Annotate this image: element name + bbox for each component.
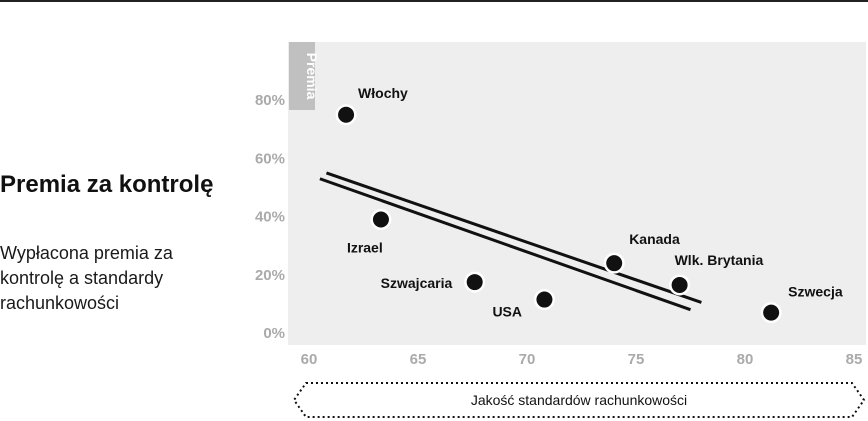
y-tick-label: 40% xyxy=(255,209,285,226)
trend-lines xyxy=(319,171,702,312)
data-point xyxy=(338,106,355,123)
data-point xyxy=(466,274,483,291)
x-axis-label-group: Jakość standardów rachunkowości xyxy=(292,382,866,418)
y-axis-label-group: Premia xyxy=(289,42,320,110)
chart-title: Premia za kontrolę xyxy=(0,171,214,198)
point-label: Wlk. Brytania xyxy=(675,252,764,268)
x-tick-label: 60 xyxy=(301,351,318,368)
point-label: USA xyxy=(492,304,522,320)
trend-line xyxy=(325,171,702,304)
x-axis-label: Jakość standardów rachunkowości xyxy=(471,392,687,408)
point-label: Włochy xyxy=(358,85,408,101)
y-axis-label: Premia xyxy=(304,53,320,100)
point-label: Szwecja xyxy=(788,284,843,300)
x-tick-label: 65 xyxy=(410,351,427,368)
x-tick-label: 70 xyxy=(519,351,536,368)
data-points: Włochy Izrael Szwajcaria USA Kanada Wlk. Bryt… xyxy=(335,85,843,324)
data-point xyxy=(671,276,688,293)
x-tick-label: 75 xyxy=(628,351,645,368)
x-tick-label: 85 xyxy=(846,351,863,368)
y-tick-label: 60% xyxy=(255,150,285,167)
trend-line xyxy=(319,177,691,312)
point-label: Szwajcaria xyxy=(381,275,453,291)
y-tick-label: 80% xyxy=(255,92,285,109)
data-point xyxy=(536,291,553,308)
y-tick-label: 0% xyxy=(263,325,285,342)
y-axis-label-box xyxy=(289,42,315,110)
x-axis-label-box xyxy=(292,382,866,418)
y-axis-ticks: 0% 20% 40% 60% 80% xyxy=(255,92,285,342)
x-tick-label: 80 xyxy=(737,351,754,368)
chart-subtitle: Wypłacona premia za kontrolę a standardy… xyxy=(0,243,173,313)
top-rule xyxy=(0,0,868,2)
point-label: Kanada xyxy=(629,231,680,247)
data-point xyxy=(606,255,623,272)
data-point xyxy=(372,211,389,228)
y-tick-label: 20% xyxy=(255,267,285,284)
x-axis-ticks: 60 65 70 75 80 85 xyxy=(301,351,863,368)
point-label: Izrael xyxy=(347,240,383,256)
data-point xyxy=(763,304,780,321)
